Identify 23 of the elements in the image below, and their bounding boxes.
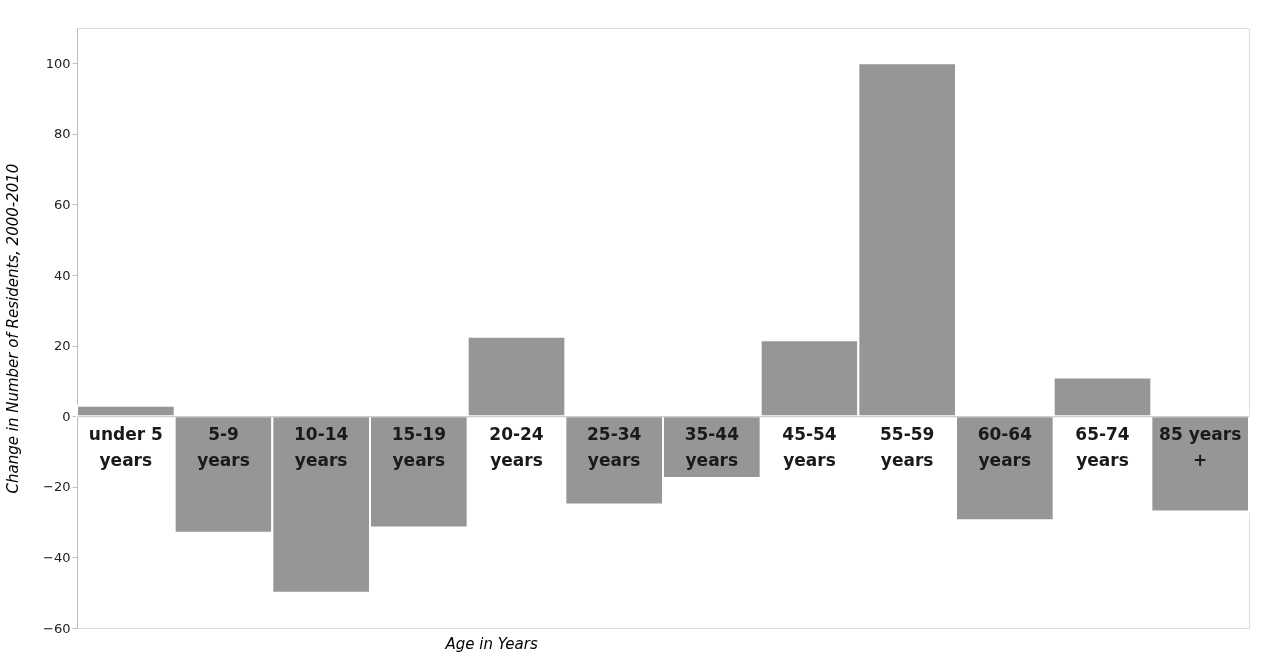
x-tick-label: 10-14 years <box>293 423 349 470</box>
y-tick-label: 0 <box>62 408 71 424</box>
y-tick-label: 20 <box>53 338 71 354</box>
y-tick-label: −60 <box>43 620 71 636</box>
y-tick-label: 40 <box>53 267 71 283</box>
x-axis-title: Age in Years <box>444 635 538 653</box>
x-tick-label: 20-24 years <box>489 423 544 470</box>
x-tick-label: 65-74 years <box>1075 423 1130 470</box>
x-tick-label: 5-9 years <box>197 423 250 470</box>
y-tick-label: 60 <box>53 196 71 212</box>
x-tick-label: 15-19 years <box>391 423 447 470</box>
x-tick-label: 60-64 years <box>977 423 1033 470</box>
y-axis-title: Change in Number of Residents, 2000-2010 <box>4 163 23 494</box>
y-tick-label: −40 <box>43 549 71 565</box>
x-tick-label: 55-59 years <box>879 423 935 470</box>
x-tick-label: 25-34 years <box>586 423 642 470</box>
y-tick-label: −20 <box>43 479 71 495</box>
y-tick-label: 80 <box>53 126 71 142</box>
y-tick-label: 100 <box>45 55 71 71</box>
x-tick-label: 85 years + <box>1159 423 1242 470</box>
x-tick-label: 35-44 years <box>684 423 740 470</box>
x-tick-label: under 5 years <box>88 423 163 470</box>
x-tick-label: 45-54 years <box>782 423 837 470</box>
